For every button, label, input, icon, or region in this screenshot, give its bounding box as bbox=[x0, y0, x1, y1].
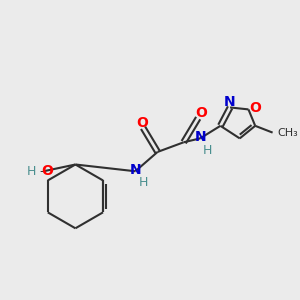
Text: CH₃: CH₃ bbox=[278, 128, 298, 138]
Text: H: H bbox=[203, 143, 212, 157]
Text: N: N bbox=[130, 163, 141, 177]
Text: N: N bbox=[223, 95, 235, 109]
Text: O: O bbox=[136, 116, 148, 130]
Text: N: N bbox=[194, 130, 206, 144]
Text: -: - bbox=[39, 165, 44, 178]
Text: O: O bbox=[249, 101, 261, 116]
Text: O: O bbox=[195, 106, 207, 120]
Text: O: O bbox=[41, 164, 53, 178]
Text: H: H bbox=[138, 176, 148, 189]
Text: H: H bbox=[26, 165, 36, 178]
